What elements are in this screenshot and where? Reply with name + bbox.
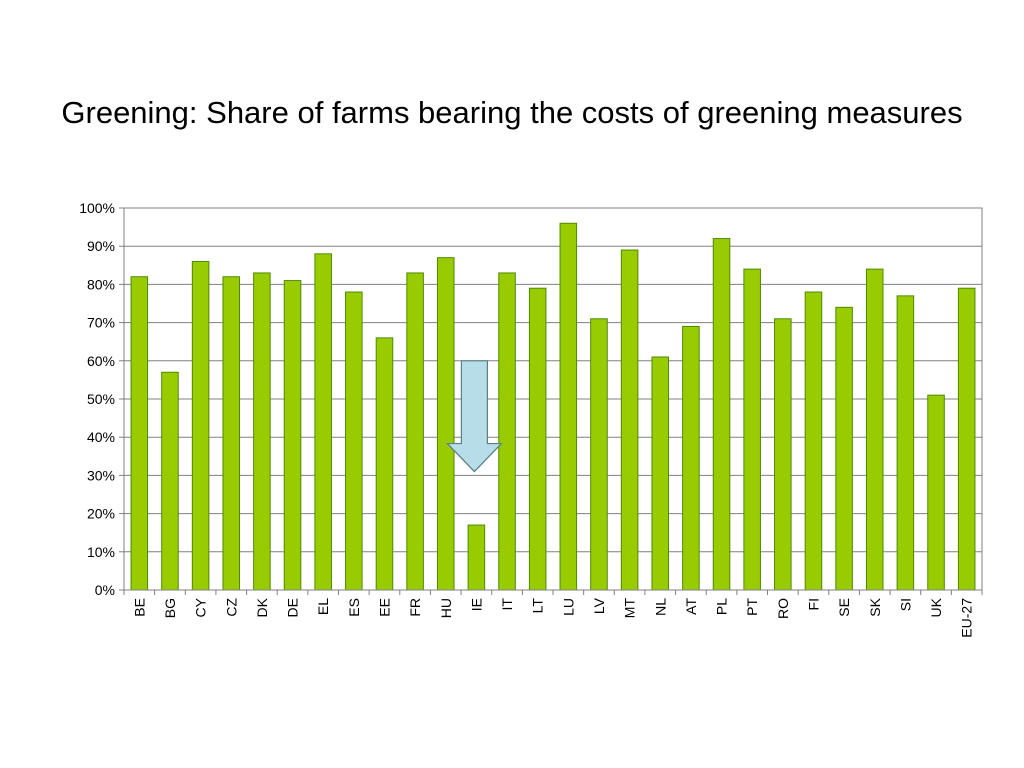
y-tick-label: 90% bbox=[87, 238, 115, 254]
x-tick-label: FR bbox=[407, 598, 423, 617]
bar-bg bbox=[161, 371, 179, 591]
y-tick-label: 50% bbox=[87, 391, 115, 407]
gridlines bbox=[124, 207, 982, 553]
bar-uk bbox=[927, 394, 945, 591]
x-tick-label: BG bbox=[162, 598, 178, 618]
bar-eu-27 bbox=[957, 287, 976, 591]
x-tick-label: HU bbox=[438, 598, 454, 618]
bar-ro bbox=[774, 318, 792, 591]
x-tick-label: LU bbox=[560, 598, 576, 616]
bar-cz bbox=[222, 276, 241, 591]
y-tick-label: 80% bbox=[87, 276, 115, 292]
bar-hu bbox=[436, 257, 455, 591]
x-tick-label: SE bbox=[836, 598, 852, 617]
bar-sk bbox=[865, 268, 884, 591]
bar-si bbox=[896, 295, 915, 591]
x-tick-label: EU-27 bbox=[959, 598, 975, 638]
bar-lt bbox=[528, 287, 547, 591]
x-tick-label: LT bbox=[530, 598, 546, 614]
x-tick-label: EE bbox=[376, 598, 392, 617]
bar-it bbox=[498, 272, 516, 591]
bar-fi bbox=[804, 291, 823, 591]
x-tick-label: BE bbox=[131, 598, 147, 617]
x-tick-label: LV bbox=[591, 597, 607, 614]
annotations bbox=[445, 360, 503, 473]
bar-lv bbox=[590, 318, 608, 591]
bar-el bbox=[314, 253, 332, 591]
y-tick-label: 40% bbox=[87, 429, 115, 445]
y-tick-label: 60% bbox=[87, 353, 115, 369]
bar-at bbox=[682, 325, 700, 591]
x-tick-label: EL bbox=[315, 598, 331, 615]
x-tick-label: AT bbox=[683, 598, 699, 615]
bar-ie bbox=[467, 524, 486, 591]
bar-pl bbox=[712, 238, 731, 591]
x-tick-label: ES bbox=[346, 598, 362, 617]
chart-title: Greening: Share of farms bearing the cos… bbox=[61, 95, 963, 130]
bar-ee bbox=[375, 337, 394, 591]
x-tick-label: PT bbox=[744, 598, 760, 616]
x-tick-label: IT bbox=[499, 598, 515, 611]
x-tick-label: SI bbox=[897, 598, 913, 611]
down-arrow-annotation bbox=[445, 360, 503, 473]
x-tick-label: RO bbox=[775, 598, 791, 619]
x-tick-label: FI bbox=[805, 598, 821, 610]
x-tick-label: CZ bbox=[223, 598, 239, 617]
y-tick-label: 70% bbox=[87, 315, 115, 331]
bar-be bbox=[130, 276, 149, 591]
x-tick-label: IE bbox=[468, 598, 484, 611]
bar-dk bbox=[253, 272, 271, 591]
bar-cy bbox=[191, 260, 210, 591]
bar-fr bbox=[406, 272, 424, 591]
y-tick-label: 20% bbox=[87, 506, 115, 522]
bar-nl bbox=[651, 356, 670, 591]
x-tick-label: NL bbox=[652, 598, 668, 616]
y-tick-label: 100% bbox=[79, 200, 115, 216]
x-tick-label: DE bbox=[285, 598, 301, 617]
bar-mt bbox=[620, 249, 639, 591]
x-axis-ticks: BE BG CY CZ DK DE EL ES EE FR HU IE IT LT LU LV MT NL AT PL… bbox=[123, 590, 983, 638]
bar-pt bbox=[743, 268, 761, 591]
x-tick-label: CY bbox=[193, 597, 209, 617]
y-tick-label: 0% bbox=[95, 582, 115, 598]
x-tick-label: UK bbox=[928, 597, 944, 617]
x-tick-label: PL bbox=[714, 598, 730, 615]
x-tick-label: DK bbox=[254, 597, 270, 617]
x-tick-label: MT bbox=[622, 598, 638, 619]
y-tick-label: 30% bbox=[87, 467, 115, 483]
bar-de bbox=[283, 280, 302, 591]
bar-lu bbox=[559, 222, 578, 591]
bar-es bbox=[345, 291, 363, 591]
x-tick-label: SK bbox=[867, 597, 883, 616]
bars bbox=[130, 222, 976, 591]
y-tick-label: 10% bbox=[87, 544, 115, 560]
bar-se bbox=[835, 306, 853, 591]
y-axis-ticks: 0% 10% 20% 30% 40% 50% 60% 70% 80% 90% 100% bbox=[79, 200, 124, 598]
